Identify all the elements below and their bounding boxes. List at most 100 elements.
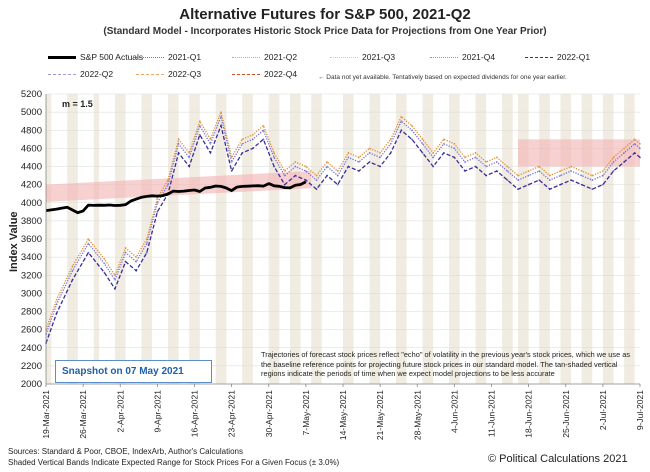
series-point (145, 242, 148, 245)
series-point (230, 170, 233, 172)
series-point (379, 152, 382, 154)
series-point (495, 170, 498, 172)
legend-swatch (48, 73, 76, 75)
series-point (114, 287, 116, 290)
series-point (570, 165, 572, 168)
series-point (283, 183, 286, 186)
chart-title: Alternative Futures for S&P 500, 2021-Q2 (179, 6, 471, 23)
series-point (474, 156, 477, 159)
y-tick-label: 3400 (21, 252, 42, 263)
series-point (209, 142, 212, 145)
x-tick-label: 26-Mar-2021 (78, 390, 88, 439)
series-point (464, 170, 466, 172)
legend-swatch (136, 56, 164, 58)
series-point (273, 165, 275, 168)
series-point (639, 147, 641, 150)
y-tick-label: 2400 (21, 343, 42, 354)
series-point (400, 115, 403, 118)
y-tick-label: 4400 (21, 162, 42, 173)
series-point (114, 274, 116, 277)
series-point (135, 256, 138, 259)
series-point (251, 138, 254, 141)
m-label: m = 1.5 (62, 99, 93, 109)
y-tick-label: 3600 (21, 234, 42, 245)
series-point (548, 188, 551, 191)
series-point (315, 174, 318, 177)
series-point (336, 170, 339, 172)
x-tick-label: 11-Jun-2021 (487, 390, 497, 437)
legend-item: 2021-Q2 (232, 52, 297, 62)
series-point (559, 170, 562, 172)
legend-item: 2022-Q1 (525, 52, 590, 62)
series-point (198, 133, 201, 136)
x-tick-label: 30-Apr-2021 (264, 390, 274, 438)
x-tick-label: 25-Jun-2021 (561, 390, 571, 438)
series-point (601, 183, 604, 186)
series-point (612, 170, 615, 172)
series-point (124, 251, 127, 254)
legend-label: 2021-Q4 (462, 52, 496, 62)
legend-swatch (136, 73, 164, 75)
series-point (453, 156, 456, 159)
x-tick-label: 16-Apr-2021 (190, 390, 200, 438)
series-point (633, 152, 636, 154)
series-point (411, 129, 413, 132)
series-point (198, 124, 201, 127)
series-point (220, 111, 222, 114)
series-point (453, 142, 456, 145)
legend-note: ← Data not yet available. Tentatively ba… (318, 74, 567, 81)
footer-bands-note: Shaded Vertical Bands Indicate Expected … (8, 458, 340, 467)
series-point (612, 161, 615, 163)
series-point (304, 170, 307, 172)
y-tick-label: 5200 (21, 89, 42, 100)
series-point (55, 303, 58, 306)
series-point (209, 152, 212, 154)
y-tick-label: 4200 (21, 180, 42, 191)
x-tick-label: 21-May-2021 (375, 390, 385, 440)
chart-subtitle: (Standard Model - Incorporates Historic … (103, 26, 547, 37)
series-point (241, 152, 244, 154)
legend-swatch (430, 56, 458, 58)
series-point (442, 152, 445, 154)
legend-label: 2022-Q2 (80, 69, 114, 79)
series-point (432, 165, 435, 168)
series-point (167, 183, 169, 186)
series-point (87, 251, 90, 254)
legend-item: S&P 500 Actuals (48, 52, 143, 62)
series-point (495, 156, 498, 159)
x-tick-label: 23-Apr-2021 (227, 390, 237, 438)
series-point (368, 161, 371, 163)
series-point (485, 161, 488, 163)
series-point (580, 170, 583, 172)
series-point (294, 174, 297, 177)
series-point (315, 179, 318, 181)
series-point (71, 269, 74, 272)
series-point (273, 152, 275, 154)
series-point (124, 260, 127, 263)
series-line-2022-Q1 (45, 123, 641, 344)
series-point (506, 170, 509, 172)
series-point (230, 161, 233, 163)
series-point (548, 174, 551, 177)
legend-label: 2021-Q2 (264, 52, 298, 62)
x-tick-label: 4-Jun-2021 (449, 390, 459, 433)
series-point (639, 142, 641, 145)
copyright: © Political Calculations 2021 (488, 453, 628, 465)
series-point (241, 142, 244, 145)
range-band (46, 171, 312, 202)
legend-swatch (232, 56, 260, 58)
series-point (304, 179, 307, 181)
legend-item: 2021-Q3 (330, 52, 395, 62)
legend-label: 2022-Q1 (557, 52, 591, 62)
series-point (294, 165, 297, 168)
series-point (87, 238, 90, 240)
series-point (326, 174, 328, 177)
x-tick-label: 2-Jul-2021 (598, 390, 608, 430)
series-point (251, 147, 254, 150)
series-point (495, 161, 498, 163)
series-point (570, 179, 572, 181)
x-tick-label: 18-Jun-2021 (524, 390, 534, 438)
series-point (506, 179, 509, 181)
series-point (464, 161, 466, 163)
series-point (103, 262, 106, 265)
